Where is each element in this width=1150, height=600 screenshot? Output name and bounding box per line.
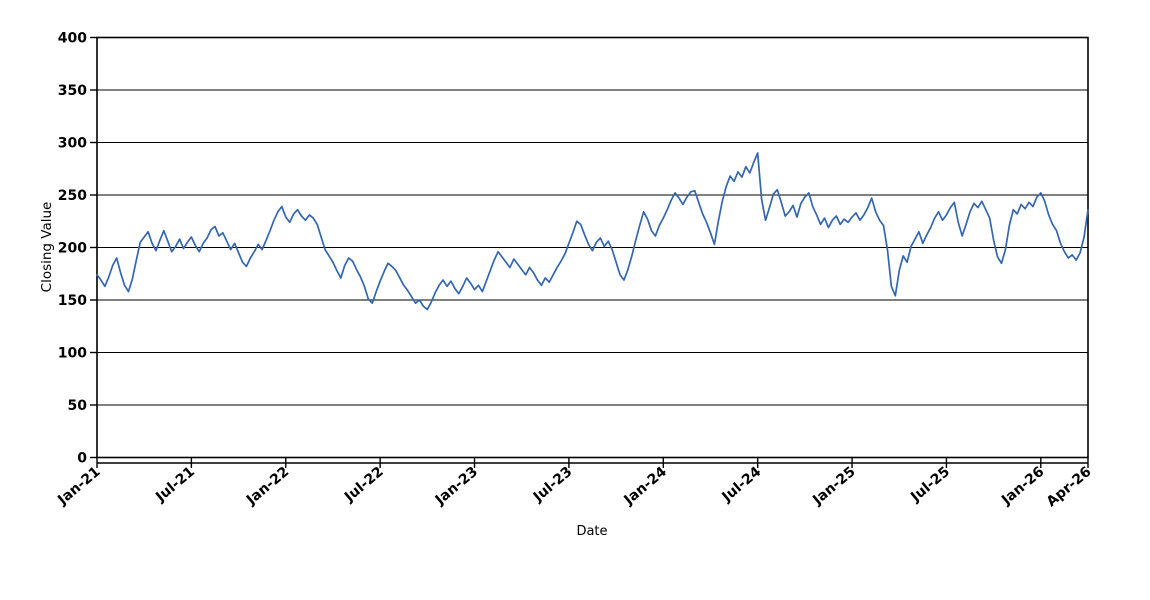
x-tick-label: Jul-23: [530, 464, 576, 506]
x-tick-label: Jan-24: [621, 464, 670, 509]
y-tick-label: 250: [58, 188, 87, 204]
y-tick-label: 200: [58, 241, 87, 257]
x-axis-title: Date: [576, 524, 607, 539]
y-tick-label: 150: [58, 293, 87, 309]
x-tick-label: Jan-22: [243, 464, 292, 509]
y-tick-label: 100: [58, 346, 87, 362]
y-tick-label: 350: [58, 83, 87, 99]
y-axis-title: Closing Value: [39, 202, 55, 293]
x-tick-label: Jan-23: [432, 464, 481, 509]
y-tick-label: 400: [58, 31, 87, 47]
x-tick-label: Jul-22: [341, 464, 387, 506]
y-tick-label: 0: [77, 451, 87, 467]
x-tick-label: Jul-21: [152, 464, 198, 506]
x-tick-label: Jul-25: [907, 464, 953, 506]
x-tick-label: Jan-25: [809, 464, 858, 509]
x-tick-label: Jan-21: [54, 464, 103, 509]
x-tick-label: Jul-24: [718, 464, 764, 506]
y-tick-label: 50: [68, 398, 88, 414]
closing-value-line: [96, 152, 1089, 311]
y-tick-label: 300: [58, 136, 87, 152]
x-tick-label: Apr-26: [1044, 464, 1095, 510]
x-tick-label: Jan-26: [998, 464, 1047, 509]
